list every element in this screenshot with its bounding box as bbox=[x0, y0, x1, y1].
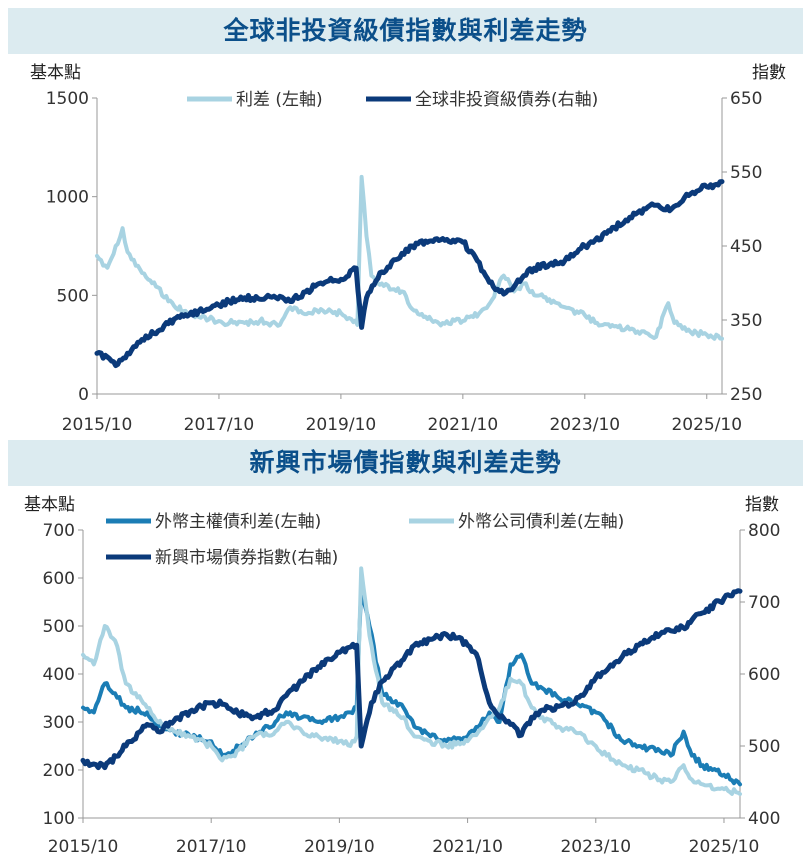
chart1-series-line-0 bbox=[95, 174, 724, 341]
chart2-y-left-tick-label: 400 bbox=[43, 665, 75, 685]
chart1-y-right-tick-label: 650 bbox=[730, 89, 762, 109]
chart1-y-right-tick-label: 450 bbox=[730, 237, 762, 257]
chart2-x-tick-label: 2023/10 bbox=[560, 837, 631, 857]
chart2-x-tick-label: 2017/10 bbox=[176, 837, 247, 857]
chart2-legend: 外幣主權債利差(左軸) 外幣公司債利差(左軸) 新興市場債券指數(右軸) bbox=[106, 512, 624, 568]
chart1-legend: 利差 (左軸) 全球非投資級債券(右軸) bbox=[187, 90, 598, 110]
chart1-right-unit: 指數 bbox=[752, 63, 786, 83]
chart2-right-unit: 指數 bbox=[745, 495, 779, 515]
chart2-y-right-tick-label: 800 bbox=[748, 521, 780, 541]
chart1-y-right-tick-label: 250 bbox=[730, 385, 762, 405]
chart1-y-left-tick-label: 1000 bbox=[46, 188, 89, 208]
legend-label-corporate: 外幣公司債利差(左軸) bbox=[458, 512, 624, 532]
chart2-title: 新興市場債指數與利差走勢 bbox=[8, 440, 803, 486]
chart2-series-line-0 bbox=[81, 585, 742, 787]
chart2-y-left-tick-label: 700 bbox=[43, 521, 75, 541]
chart2: 基本點 指數 100 200 300 400 500 600 700 400 500 600 700… bbox=[24, 495, 780, 857]
chart1-y-right-tick-label: 350 bbox=[730, 311, 762, 331]
chart2-y-right-tick-label: 700 bbox=[748, 593, 780, 613]
chart1-x-tick-label: 2015/10 bbox=[62, 415, 133, 435]
chart1-left-unit: 基本點 bbox=[30, 63, 81, 83]
chart1-series-line-1 bbox=[94, 179, 725, 369]
chart1: 基本點 指數 0 500 1000 1500 250 350 450 550 650 2015/1… bbox=[30, 63, 786, 435]
chart2-x-tick-label: 2025/10 bbox=[689, 837, 760, 857]
legend-label-sovereign: 外幣主權債利差(左軸) bbox=[155, 512, 321, 532]
chart2-y-left-tick-label: 600 bbox=[43, 569, 75, 589]
chart1-x-tick-label: 2019/10 bbox=[306, 415, 377, 435]
chart2-x-tick-label: 2019/10 bbox=[304, 837, 375, 857]
chart2-left-unit: 基本點 bbox=[24, 495, 75, 515]
chart2-x-tick-label: 2021/10 bbox=[432, 837, 503, 857]
chart2-y-left-tick-label: 100 bbox=[43, 809, 75, 829]
chart1-y-left-tick-label: 1500 bbox=[46, 89, 89, 109]
chart2-y-left-tick-label: 500 bbox=[43, 617, 75, 637]
chart1-x-tick-label: 2017/10 bbox=[184, 415, 255, 435]
chart1-title: 全球非投資級債指數與利差走勢 bbox=[8, 8, 803, 54]
chart2-series-line-1 bbox=[81, 566, 742, 796]
legend-label-em-index: 新興市場債券指數(右軸) bbox=[155, 548, 338, 568]
legend-label-index: 全球非投資級債券(右軸) bbox=[415, 90, 598, 110]
chart1-x-tick-label: 2021/10 bbox=[428, 415, 499, 435]
chart2-y-right-tick-label: 600 bbox=[748, 665, 780, 685]
chart1-y-left-tick-label: 0 bbox=[78, 385, 89, 405]
legend-label-spread: 利差 (左軸) bbox=[236, 90, 323, 110]
chart2-x-tick-label: 2015/10 bbox=[48, 837, 119, 857]
chart2-y-right-tick-label: 400 bbox=[748, 809, 780, 829]
chart1-y-right-tick-label: 550 bbox=[730, 163, 762, 183]
chart1-x-tick-label: 2025/10 bbox=[671, 415, 742, 435]
chart2-y-left-tick-label: 200 bbox=[43, 761, 75, 781]
chart2-y-right-tick-label: 500 bbox=[748, 737, 780, 757]
chart2-y-left-tick-label: 300 bbox=[43, 713, 75, 733]
chart1-x-tick-label: 2023/10 bbox=[549, 415, 620, 435]
chart2-series-line-2 bbox=[80, 588, 743, 771]
chart1-y-left-tick-label: 500 bbox=[57, 286, 89, 306]
